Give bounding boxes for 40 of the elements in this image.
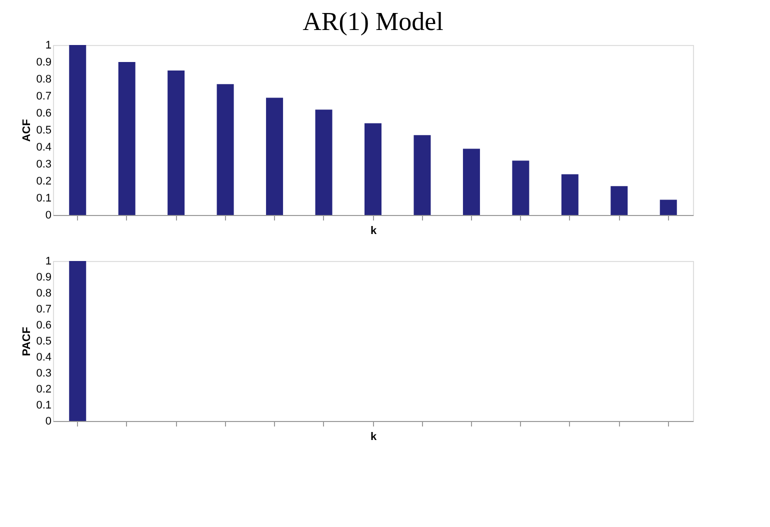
- y-tick-label: 0.1: [36, 400, 52, 412]
- y-axis-title: PACF: [21, 326, 34, 356]
- y-tick-label: 0: [45, 416, 52, 428]
- y-tick-label: 0.8: [36, 74, 52, 86]
- bar: [168, 70, 185, 215]
- y-tick-label: 0.9: [36, 272, 52, 284]
- bar: [315, 110, 332, 215]
- y-tick-label: 0.8: [36, 288, 52, 300]
- y-axis-title: ACF: [21, 118, 34, 142]
- y-tick-label: 0.3: [36, 158, 52, 170]
- y-tick-label: 0.1: [36, 192, 52, 204]
- y-tick-label: 0.5: [36, 124, 52, 136]
- bar: [660, 200, 677, 215]
- y-tick-label: 0.5: [36, 336, 52, 348]
- y-tick-label: 0.4: [36, 142, 52, 154]
- y-tick-label: 0.6: [36, 320, 52, 332]
- bar: [69, 45, 86, 215]
- bar: [266, 98, 284, 215]
- y-tick-label: 0.7: [36, 304, 52, 316]
- y-tick-label: 0: [45, 210, 52, 222]
- bar: [561, 174, 578, 215]
- y-tick-label: 0.2: [36, 176, 52, 188]
- bar: [512, 160, 530, 215]
- y-tick-label: 1: [45, 40, 52, 52]
- y-tick-label: 0.3: [36, 368, 52, 380]
- bar: [414, 135, 431, 215]
- bar: [216, 84, 234, 215]
- chart-title: AR(1) Model: [302, 7, 444, 36]
- y-tick-label: 0.7: [36, 90, 52, 102]
- x-axis-title: k: [370, 225, 378, 237]
- bar: [462, 148, 480, 215]
- y-tick-label: 0.6: [36, 108, 52, 120]
- y-tick-label: 0.2: [36, 384, 52, 396]
- bar: [610, 186, 628, 215]
- y-tick-label: 1: [45, 256, 52, 268]
- bar: [118, 62, 136, 215]
- y-tick-label: 0.4: [36, 352, 52, 364]
- bar: [364, 123, 382, 215]
- y-tick-label: 0.9: [36, 56, 52, 68]
- x-axis-title: k: [370, 431, 378, 443]
